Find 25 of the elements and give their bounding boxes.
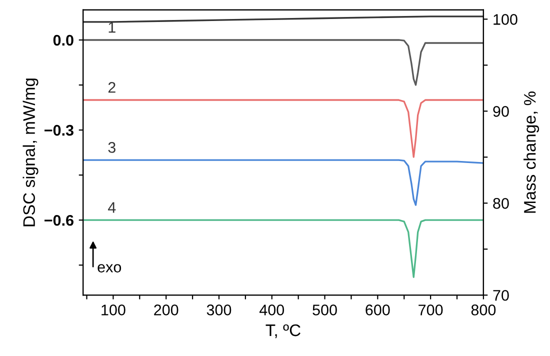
- y-axis-title: DSC signal, mW/mg: [22, 78, 38, 226]
- y2-tick-label: 90: [493, 106, 509, 117]
- y2-tick-label: 100: [494, 14, 518, 25]
- x-axis-title: T, ºC: [266, 324, 300, 338]
- x-tick-label: 500: [312, 304, 337, 316]
- x-tick-label: 100: [102, 304, 126, 316]
- series-label: 4: [108, 202, 116, 213]
- series-label: 3: [108, 142, 116, 153]
- y-tick-label: −0.6: [44, 214, 74, 226]
- y-tick-label: 0.0: [53, 34, 74, 46]
- series-label: 1: [108, 22, 116, 33]
- y2-tick-label: 80: [493, 198, 509, 209]
- line-series: [83, 219, 484, 278]
- series-label: 2: [108, 82, 116, 93]
- x-tick-label: 700: [418, 304, 443, 316]
- y-tick-label: −0.3: [44, 124, 74, 136]
- y2-tick-label: 70: [493, 290, 509, 301]
- y2-axis-title: Mass change, %: [524, 92, 540, 213]
- x-tick-label: 200: [154, 304, 178, 316]
- x-tick-label: 400: [259, 304, 284, 316]
- line-series: [83, 99, 484, 158]
- annotation: exo: [98, 264, 122, 272]
- x-tick-label: 600: [366, 304, 390, 316]
- x-tick-label: 800: [471, 304, 496, 316]
- x-tick-label: 300: [206, 304, 232, 316]
